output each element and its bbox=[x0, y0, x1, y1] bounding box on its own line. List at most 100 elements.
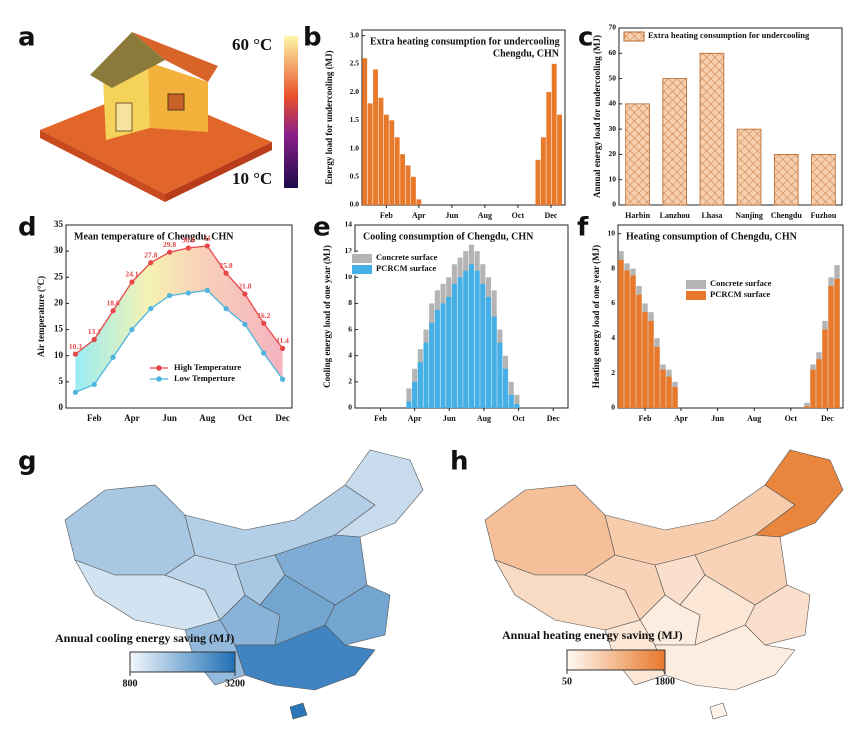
point bbox=[279, 376, 286, 382]
y-tick-label: 50 bbox=[609, 73, 617, 82]
plot-frame bbox=[65, 224, 293, 409]
x-tick-label: Oct bbox=[512, 211, 525, 220]
y-tick-label: 30 bbox=[54, 245, 64, 255]
point bbox=[129, 326, 135, 333]
x-tick-label: Jun bbox=[711, 414, 724, 423]
data-label: 18.6 bbox=[107, 298, 120, 307]
y-tick-label: 5 bbox=[59, 376, 64, 386]
y-tick-label: 30 bbox=[609, 124, 617, 133]
panel-label: b bbox=[303, 23, 322, 53]
x-tick-label: Feb bbox=[87, 413, 102, 423]
point bbox=[242, 291, 248, 297]
bar bbox=[666, 376, 672, 408]
plot-frame bbox=[618, 27, 843, 206]
point bbox=[91, 381, 97, 388]
bar bbox=[485, 296, 492, 408]
y-axis-label: Cooling energy load of one year (MJ) bbox=[322, 245, 332, 388]
legend-marker bbox=[156, 376, 162, 382]
data-label: 24.1 bbox=[125, 270, 138, 279]
x-tick-label: Dec bbox=[547, 414, 560, 423]
bar bbox=[406, 401, 412, 408]
data-label: 21.8 bbox=[238, 282, 251, 291]
point bbox=[129, 279, 135, 285]
bar bbox=[480, 283, 486, 408]
map bbox=[64, 449, 424, 720]
map bbox=[484, 449, 844, 720]
bar bbox=[804, 406, 810, 408]
legend-label: High Temperature bbox=[174, 362, 241, 372]
colorbar-tick-label: 3200 bbox=[225, 678, 245, 689]
map-region bbox=[754, 449, 844, 538]
point bbox=[110, 308, 116, 314]
colorbar-min: 10 °C bbox=[232, 169, 272, 188]
bar bbox=[662, 78, 688, 206]
point bbox=[166, 292, 173, 299]
legend-swatch bbox=[352, 254, 372, 263]
x-tick-label: Lhasa bbox=[701, 211, 722, 220]
panel-label: d bbox=[18, 213, 37, 243]
map-region bbox=[334, 449, 424, 538]
point bbox=[185, 245, 192, 251]
bar bbox=[816, 359, 822, 408]
bar bbox=[405, 165, 411, 205]
legend-label: PCRCM surface bbox=[710, 289, 770, 299]
legend-label: Concrete surface bbox=[710, 278, 772, 288]
bar bbox=[417, 362, 423, 408]
line bbox=[75, 289, 284, 393]
x-tick-label: Jun bbox=[443, 414, 456, 423]
y-tick-label: 2 bbox=[611, 368, 615, 377]
y-tick-label: 20 bbox=[609, 149, 617, 158]
y-tick-label: 2.0 bbox=[350, 87, 360, 96]
bar bbox=[429, 323, 435, 408]
bar bbox=[630, 275, 636, 408]
colorbar-title: Annual heating energy saving (MJ) bbox=[502, 628, 683, 642]
bar bbox=[362, 58, 368, 206]
colorbar-title: Annual cooling energy saving (MJ) bbox=[55, 631, 234, 645]
y-tick-label: 3.0 bbox=[350, 30, 360, 39]
bar bbox=[412, 381, 418, 408]
bar bbox=[451, 283, 457, 408]
data-label: 25.8 bbox=[220, 261, 233, 270]
panel-label: a bbox=[18, 23, 36, 53]
chart-title: Cooling consumption of Chengdu, CHN bbox=[363, 231, 534, 242]
x-tick-label: Jun bbox=[445, 211, 458, 220]
map-region bbox=[484, 484, 616, 576]
bar bbox=[535, 159, 541, 205]
x-tick-label: Nanjing bbox=[735, 211, 763, 220]
bar bbox=[383, 114, 389, 205]
legend-marker bbox=[156, 365, 162, 371]
point bbox=[204, 287, 210, 293]
y-tick-label: 6 bbox=[348, 324, 352, 333]
legend-label: Low Temperture bbox=[174, 373, 235, 383]
chart-title: Mean temperature of Chengdu, CHN bbox=[74, 231, 234, 242]
x-tick-label: Apr bbox=[674, 414, 688, 423]
bar bbox=[508, 394, 514, 408]
map-region bbox=[234, 624, 376, 691]
point bbox=[148, 260, 154, 266]
bar bbox=[497, 342, 503, 408]
y-axis-label: Heating energy load of one year (MJ) bbox=[591, 245, 601, 388]
point bbox=[166, 249, 173, 255]
y-axis-label: Air temperature (°C) bbox=[36, 276, 46, 357]
x-tick-label: Apr bbox=[412, 211, 426, 220]
y-tick-label: 35 bbox=[54, 219, 64, 229]
y-tick-label: 10 bbox=[345, 272, 353, 281]
bar bbox=[648, 320, 654, 408]
x-tick-label: Aug bbox=[199, 413, 216, 423]
bar bbox=[410, 176, 416, 205]
bar bbox=[423, 342, 429, 408]
colorbar bbox=[566, 649, 666, 671]
bar bbox=[491, 316, 497, 408]
y-tick-label: 4 bbox=[348, 350, 352, 359]
bar bbox=[625, 103, 650, 206]
bar bbox=[463, 270, 469, 408]
y-tick-label: 6 bbox=[611, 298, 615, 307]
y-axis-label: Energy load for undercooling (MJ) bbox=[324, 50, 334, 184]
bar bbox=[546, 92, 552, 205]
map-region bbox=[64, 484, 196, 576]
y-tick-label: 0 bbox=[612, 200, 616, 209]
bar bbox=[699, 52, 725, 206]
y-tick-label: 10 bbox=[54, 350, 64, 360]
bar bbox=[828, 286, 834, 408]
y-tick-label: 8 bbox=[348, 298, 352, 307]
